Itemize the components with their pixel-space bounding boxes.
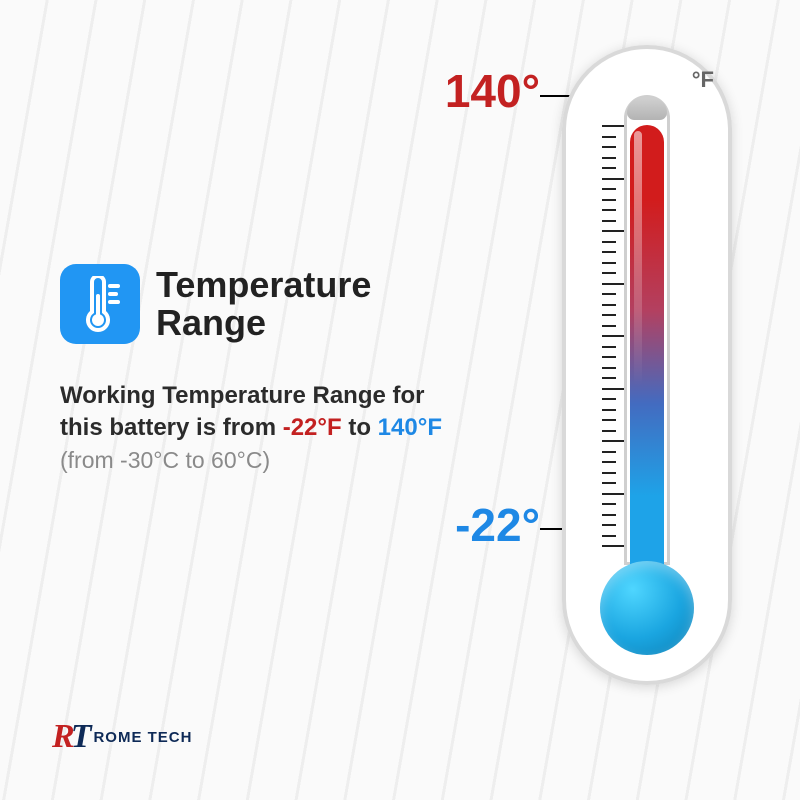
unit-label: °F bbox=[692, 67, 714, 93]
desc-mid: to bbox=[342, 414, 378, 441]
logo-letter-r: R bbox=[52, 718, 71, 755]
desc-low: -22°F bbox=[283, 414, 342, 441]
thermometer-tube-cap bbox=[627, 98, 667, 120]
heading-line1: Temperature bbox=[156, 264, 371, 305]
heading-line2: Range bbox=[156, 302, 266, 343]
thermometer-icon bbox=[78, 276, 122, 332]
thermometer-ticks bbox=[602, 125, 624, 545]
logo-mark: RT bbox=[52, 718, 87, 756]
desc-high: 140°F bbox=[378, 414, 442, 441]
thermometer-bulb bbox=[600, 561, 694, 655]
label-high: 140° bbox=[445, 64, 540, 118]
logo-text: ROME TECH bbox=[93, 729, 192, 746]
brand-logo: RT ROME TECH bbox=[52, 718, 192, 756]
description: Working Temperature Range for this batte… bbox=[60, 380, 450, 477]
heading: Temperature Range bbox=[156, 266, 371, 342]
temperature-icon-box bbox=[60, 264, 140, 344]
desc-celsius: (from -30°C to 60°C) bbox=[60, 447, 270, 473]
thermometer: °F bbox=[542, 45, 752, 685]
logo-letter-t: T bbox=[71, 718, 88, 755]
label-low: -22° bbox=[455, 498, 540, 552]
thermometer-fluid bbox=[630, 125, 664, 589]
infographic-root: Temperature Range Working Temperature Ra… bbox=[0, 0, 800, 800]
